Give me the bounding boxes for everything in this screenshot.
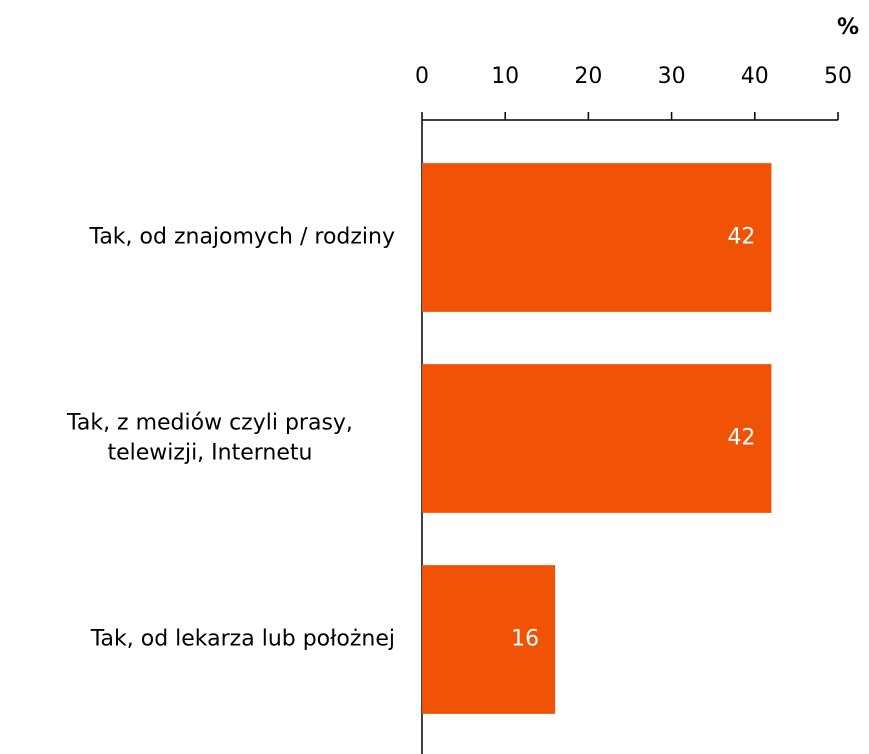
value-label: 42 — [727, 426, 755, 451]
value-label: 42 — [727, 225, 755, 250]
x-tick-label: 40 — [741, 64, 769, 89]
x-tick-label: 0 — [415, 64, 429, 89]
category-label-line: Tak, z mediów czyli prasy, — [66, 411, 353, 436]
x-tick-label: 30 — [658, 64, 686, 89]
bar — [422, 565, 556, 714]
category-label: Tak, od znajomych / rodziny — [89, 225, 395, 250]
category-label-line: telewizji, Internetu — [108, 441, 313, 466]
category-label: Tak, od lekarza lub położnej — [90, 627, 395, 652]
x-tick-label: 50 — [824, 64, 852, 89]
category-label: Tak, z mediów czyli prasy, telewizji, Int… — [66, 411, 353, 466]
unit-label: % — [837, 15, 859, 40]
bar — [422, 364, 772, 513]
x-tick-label: 10 — [491, 64, 519, 89]
value-label: 16 — [511, 627, 539, 652]
bar — [422, 163, 772, 312]
x-tick-label: 20 — [574, 64, 602, 89]
